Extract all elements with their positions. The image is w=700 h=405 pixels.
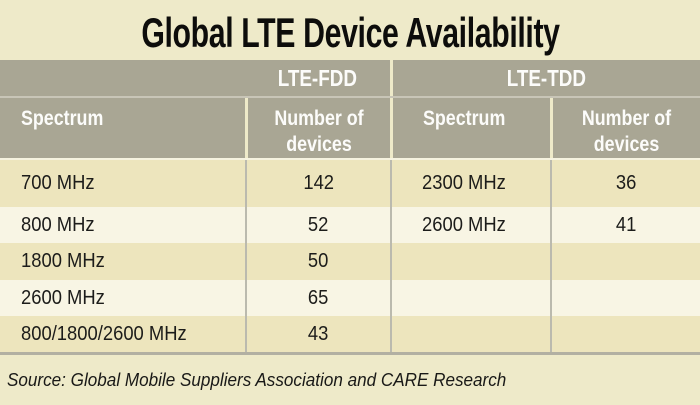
group-header-spacer (0, 60, 245, 96)
table-row: 800 MHz 52 2600 MHz 41 (0, 207, 700, 243)
header-separator-line (0, 96, 700, 98)
table-bottom-line (0, 352, 700, 355)
cell-value: 700 MHz (21, 172, 95, 194)
cell-value: 41 (615, 213, 637, 236)
cell-value: 52 (308, 213, 329, 236)
cell-value: 1800 MHz (21, 250, 105, 272)
tdd-devices-cell: 36 (550, 160, 700, 207)
column-header-label: Spectrum (423, 107, 506, 130)
cell-value: 65 (308, 286, 329, 309)
column-header-tdd-spectrum: Spectrum (390, 98, 550, 158)
table-row: 2600 MHz 65 (0, 280, 700, 316)
tdd-spectrum-cell: 2300 MHz (390, 160, 550, 207)
table-row: 800/1800/2600 MHz 43 (0, 316, 700, 352)
tdd-spectrum-cell: 2600 MHz (390, 207, 550, 243)
cell-value: 2600 MHz (21, 286, 105, 309)
tdd-devices-cell (550, 243, 700, 280)
header-bottom-line (0, 158, 700, 160)
tdd-spectrum-cell (390, 316, 550, 352)
group-header-lte-tdd: LTE-TDD (390, 60, 700, 96)
table-row: 700 MHz 142 2300 MHz 36 (0, 160, 700, 207)
fdd-spectrum-cell: 800/1800/2600 MHz (0, 316, 245, 352)
fdd-devices-cell: 65 (245, 280, 390, 316)
group-label-lte-fdd: LTE-FDD (277, 64, 358, 91)
group-header-lte-fdd: LTE-FDD (245, 60, 390, 96)
source-band: Source: Global Mobile Suppliers Associat… (0, 355, 700, 405)
tdd-devices-cell: 41 (550, 207, 700, 243)
cell-value: 2300 MHz (422, 172, 506, 194)
column-header-label: Spectrum (21, 107, 104, 130)
tdd-spectrum-cell (390, 243, 550, 280)
column-header-tdd-devices: Number of devices (550, 98, 700, 158)
page-title: Global LTE Device Availability (140, 8, 560, 56)
fdd-spectrum-cell: 1800 MHz (0, 243, 245, 280)
cell-value: 50 (308, 250, 329, 272)
source-citation: Source: Global Mobile Suppliers Associat… (7, 369, 507, 390)
tdd-devices-cell (550, 280, 700, 316)
column-header-fdd-devices: Number of devices (245, 98, 390, 158)
cell-value: 2600 MHz (422, 213, 506, 236)
column-header-label: Number of devices (274, 107, 364, 156)
fdd-devices-cell: 50 (245, 243, 390, 280)
table-row: 1800 MHz 50 (0, 243, 700, 280)
group-label-lte-tdd: LTE-TDD (506, 64, 587, 91)
column-header-row: Spectrum Number of devices Spectrum Numb… (0, 98, 700, 158)
fdd-spectrum-cell: 700 MHz (0, 160, 245, 207)
fdd-devices-cell: 43 (245, 316, 390, 352)
tdd-devices-cell (550, 316, 700, 352)
column-header-fdd-spectrum: Spectrum (0, 98, 245, 158)
cell-value: 36 (615, 172, 637, 194)
cell-value: 43 (308, 322, 329, 345)
fdd-devices-cell: 52 (245, 207, 390, 243)
group-header-row: LTE-FDD LTE-TDD (0, 60, 700, 96)
fdd-spectrum-cell: 800 MHz (0, 207, 245, 243)
tdd-spectrum-cell (390, 280, 550, 316)
cell-value: 800 MHz (21, 213, 95, 236)
cell-value: 800/1800/2600 MHz (21, 322, 187, 345)
fdd-spectrum-cell: 2600 MHz (0, 280, 245, 316)
fdd-devices-cell: 142 (245, 160, 390, 207)
cell-value: 142 (303, 172, 334, 194)
title-band: Global LTE Device Availability (0, 0, 700, 60)
column-header-label: Number of devices (581, 107, 672, 156)
